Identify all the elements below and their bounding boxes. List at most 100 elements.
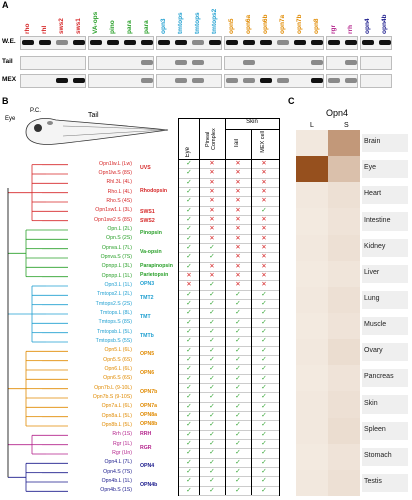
- pc-label: P.C.: [30, 108, 41, 114]
- check-icon: ✓: [261, 477, 267, 485]
- gel-band: [73, 40, 85, 45]
- family-label: OPN7a: [140, 402, 158, 409]
- header-mex: MEX cell: [260, 131, 266, 153]
- check-icon: ✓: [261, 402, 267, 410]
- cross-icon: ✕: [235, 225, 241, 233]
- table-row: ✓ ✕ ✕ ✕: [179, 159, 279, 170]
- check-icon: ✓: [186, 309, 192, 317]
- cross-icon: ✕: [209, 160, 215, 167]
- gene-name: Opn3.L (1L): [104, 281, 133, 288]
- check-icon: ✓: [186, 421, 192, 429]
- family-label: OPN7b: [140, 388, 158, 395]
- check-icon: ✓: [186, 384, 192, 391]
- cross-icon: ✕: [235, 281, 241, 289]
- family-label: RGR: [140, 444, 152, 451]
- gene-label: opn7b: [296, 14, 303, 35]
- cross-icon: ✕: [235, 234, 241, 242]
- check-icon: ✓: [186, 169, 192, 177]
- check-icon: ✓: [209, 365, 215, 373]
- gel-block: [360, 36, 392, 50]
- gel-band: [277, 40, 289, 45]
- table-row: ✕ ✓ ✕ ✕: [179, 280, 279, 291]
- table-row: ✓ ✕ ✕ ✕: [179, 224, 279, 235]
- family-label: Pinopsin: [140, 230, 162, 236]
- family-label: OPN6: [140, 370, 155, 376]
- tissue-label: Brain: [364, 138, 381, 146]
- gene-name: Tmtops2.L (2L): [97, 291, 132, 298]
- gene-name: Opnpp.L (1L): [101, 272, 132, 279]
- gel-band: [311, 78, 323, 83]
- family-label: SWS1: [140, 208, 155, 215]
- heat-cell-l: [296, 443, 328, 470]
- family-label: OPN5: [140, 351, 155, 358]
- check-icon: ✓: [261, 356, 267, 363]
- gene-label: opn5: [228, 18, 235, 34]
- table-row: ✓ ✕ ✕ ✕: [179, 168, 279, 179]
- gel-band: [209, 40, 221, 45]
- check-icon: ✓: [209, 374, 215, 382]
- check-icon: ✓: [209, 253, 215, 261]
- check-icon: ✓: [186, 477, 192, 485]
- gel-band: [277, 78, 289, 83]
- cross-icon: ✕: [235, 244, 241, 251]
- check-icon: ✓: [186, 253, 192, 261]
- check-icon: ✓: [209, 421, 215, 429]
- gel-block: [156, 36, 222, 50]
- header-tail: Tail: [234, 139, 240, 149]
- heat-cell-s: [328, 234, 360, 261]
- gene-name: Opn6.L (6L): [104, 365, 133, 372]
- gel-block: [20, 36, 86, 50]
- cross-icon: ✕: [261, 225, 267, 233]
- cross-icon: ✕: [186, 272, 192, 279]
- check-icon: ✓: [209, 468, 215, 475]
- check-icon: ✓: [209, 449, 215, 457]
- table-row: ✓ ✓ ✓ ✓: [179, 402, 279, 412]
- heat-cell-s: [328, 391, 360, 418]
- check-icon: ✓: [186, 430, 192, 438]
- family-label: Parapinopsin: [140, 262, 173, 269]
- check-icon: ✓: [186, 440, 192, 447]
- cross-icon: ✕: [261, 244, 267, 251]
- gene-name: Opn6.S (6S): [103, 375, 132, 382]
- check-icon: ✓: [235, 337, 241, 345]
- table-row: ✓ ✕ ✕ ✕: [179, 262, 279, 272]
- phylogenetic-tree: [7, 164, 68, 492]
- cross-icon: ✕: [209, 262, 215, 270]
- check-icon: ✓: [261, 328, 267, 335]
- check-icon: ✓: [209, 337, 215, 345]
- gene-name: Opnva.S (7S): [100, 253, 132, 260]
- gene-name: Tmtops.L (8L): [99, 309, 132, 316]
- check-icon: ✓: [209, 300, 215, 307]
- cross-icon: ✕: [235, 272, 241, 279]
- gel-block: [20, 74, 86, 88]
- check-icon: ✓: [235, 393, 241, 401]
- check-icon: ✓: [209, 356, 215, 363]
- check-icon: ✓: [209, 412, 215, 419]
- gene-label: VA-ops: [92, 11, 99, 34]
- gel-block: [326, 36, 358, 50]
- tissue-label-bg: [362, 447, 408, 466]
- gene-name: Rho.S (4S): [106, 197, 132, 204]
- heat-cell-s: [328, 417, 360, 444]
- heat-cell-s: [328, 130, 360, 157]
- gene-label: rhl: [41, 25, 48, 34]
- gene-label: opn4b: [381, 14, 388, 35]
- heat-cell-l: [296, 286, 328, 313]
- check-icon: ✓: [186, 197, 192, 205]
- heat-cell-l: [296, 130, 328, 157]
- cross-icon: ✕: [235, 178, 241, 186]
- table-row: ✓ ✕ ✕ ✕: [179, 234, 279, 244]
- gene-name: Rhl.3L (4L): [106, 179, 132, 186]
- gene-name: Opn1sw2.S (8S): [93, 216, 132, 223]
- gel-band: [226, 40, 238, 45]
- tissue-label: Muscle: [364, 321, 387, 329]
- row-label: Tail: [2, 58, 13, 65]
- cross-icon: ✕: [261, 253, 267, 261]
- gene-name: Opn1lw.L (Lw): [99, 160, 132, 167]
- check-icon: ✓: [186, 206, 192, 214]
- table-row: ✓ ✓ ✓ ✓: [179, 355, 279, 366]
- cross-icon: ✕: [209, 169, 215, 177]
- row-label: MEX: [2, 76, 17, 83]
- check-icon: ✓: [235, 328, 241, 335]
- gel-band: [260, 40, 272, 45]
